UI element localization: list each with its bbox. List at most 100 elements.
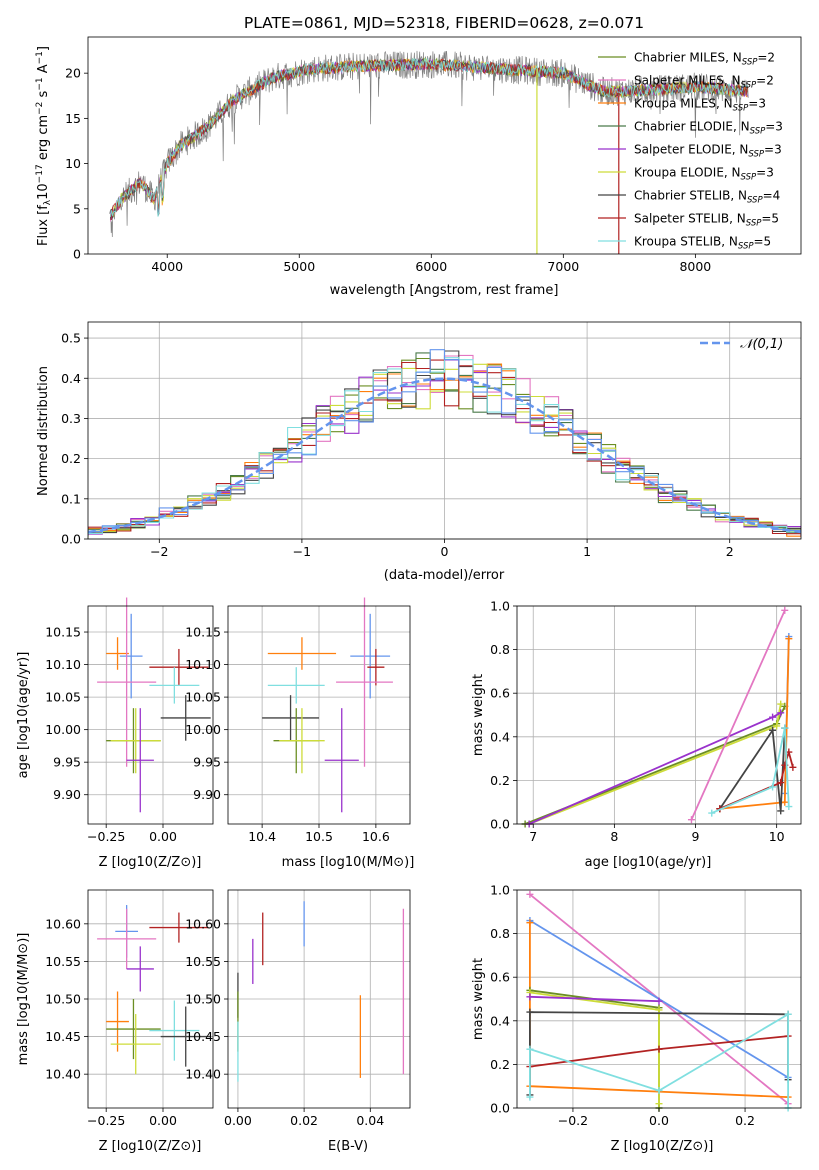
mass-weight-marker — [655, 1087, 663, 1095]
y-tick-label: 10.50 — [185, 992, 221, 1007]
y-tick-label: 20 — [65, 66, 81, 81]
mass-weight-marker — [655, 1006, 663, 1014]
errorbar-point — [97, 597, 157, 767]
mass-weight-marker — [781, 724, 789, 732]
y-tick-label: 5 — [73, 201, 81, 216]
legend-label-text: Chabrier STELIB, N — [634, 189, 747, 203]
x-tick-label: 0.00 — [224, 1113, 252, 1128]
legend-label-text: Kroupa ELODIE, N — [634, 166, 741, 180]
mass-weight-marker — [655, 1045, 663, 1053]
legend-label-sub: SSP — [750, 127, 766, 137]
legend-label-tail: =5 — [754, 235, 772, 249]
errorbar-point — [97, 908, 157, 969]
axes-frame — [87, 889, 214, 1109]
errorbar-point — [126, 708, 154, 813]
x-tick-label: 9 — [692, 829, 700, 844]
axes-frame — [227, 889, 411, 1109]
grid-lines — [228, 890, 410, 1108]
mass-weight-marker — [777, 700, 785, 708]
x-axis-label: Z [log10(Z/Z⊙)] — [99, 855, 202, 870]
mass-weight-marker — [781, 606, 789, 614]
grid-lines — [88, 606, 213, 824]
y-tick-label: 0.1 — [61, 491, 81, 506]
y-tick-label: 9.90 — [193, 787, 221, 802]
x-tick-label: 5000 — [283, 259, 315, 274]
x-axis-label: Z [log10(Z/Z⊙)] — [99, 1139, 202, 1154]
mass-weight-line — [528, 712, 782, 825]
mass-weight-marker — [526, 1093, 534, 1101]
y-tick-label: 0.8 — [490, 926, 510, 941]
y-tick-label: 0.2 — [61, 451, 81, 466]
y-tick-label: 0.3 — [61, 411, 81, 426]
y-tick-label: 10.10 — [45, 657, 81, 672]
legend-label-tail: =3 — [765, 120, 783, 134]
x-tick-label: −2 — [150, 544, 168, 559]
y-tick-label: 0.0 — [490, 1101, 510, 1116]
x-tick-label: 10.6 — [362, 829, 390, 844]
legend-label-text: Chabrier MILES, N — [634, 51, 742, 65]
mass-weight-marker — [769, 783, 777, 791]
y-axis-label: Normed distribution — [36, 366, 51, 496]
y-tick-label: 0.4 — [490, 1013, 510, 1028]
legend-label-text: Salpeter ELODIE, N — [634, 143, 748, 157]
mass-weight-marker — [777, 709, 785, 717]
mass-weight-lines — [526, 890, 792, 1112]
legend-label-sub: SSP — [738, 242, 754, 252]
normal-curve — [88, 377, 801, 534]
y-axis-label: Flux [fλ10−17 erg cm−2 s−1 A−1] — [35, 46, 53, 246]
mass-weight-marker — [526, 1045, 534, 1053]
mass-weight-marker — [708, 809, 716, 817]
legend-label: Kroupa MILES, NSSP=3 — [634, 97, 766, 114]
y-tick-label: 10.55 — [45, 954, 81, 969]
errorbar-point — [160, 695, 211, 741]
mass-weight-marker — [769, 713, 777, 721]
errorbar-point — [262, 695, 319, 741]
y-tick-label: 0.8 — [490, 642, 510, 657]
mass-weight-marker — [526, 919, 534, 927]
y-tick-label: 9.90 — [53, 787, 81, 802]
y-axis-label: age [log10(age/yr)] — [16, 652, 31, 779]
legend-label: Chabrier ELODIE, NSSP=3 — [634, 120, 783, 137]
axes-frame — [87, 605, 214, 825]
x-tick-label: 7 — [529, 829, 537, 844]
y-axis-label: mass weight — [471, 674, 486, 756]
y-tick-label: 10.55 — [185, 954, 221, 969]
mass-weight-marker — [785, 803, 793, 811]
errorbar-point — [106, 991, 129, 1052]
y-tick-label: 0.5 — [61, 331, 81, 346]
histogram-lines — [88, 349, 801, 538]
legend-label: Salpeter STELIB, NSSP=5 — [634, 212, 779, 229]
legend-label: Chabrier STELIB, NSSP=4 — [634, 189, 780, 206]
x-tick-label: 0.2 — [735, 1113, 755, 1128]
y-tick-label: 0.0 — [490, 817, 510, 832]
x-tick-label: 0.00 — [149, 829, 177, 844]
errorbar-points — [97, 597, 211, 813]
y-tick-label: 9.95 — [193, 755, 221, 770]
errorbar-point — [336, 597, 393, 767]
errorbar-point — [149, 912, 209, 943]
y-tick-label: 10.05 — [45, 690, 81, 705]
x-axis-label: age [log10(age/yr)] — [585, 855, 712, 870]
mass-weight-marker — [526, 890, 534, 898]
errorbar-points — [237, 901, 405, 1082]
y-tick-label: 0 — [73, 247, 81, 262]
legend-label-sub: SSP — [741, 173, 757, 183]
legend-label-sub: SSP — [741, 81, 757, 91]
legend-label: 𝒩(0,1) — [740, 337, 783, 352]
errorbar-point — [106, 999, 161, 1060]
legend-label-text: Kroupa STELIB, N — [634, 235, 738, 249]
x-tick-label: 0.02 — [290, 1113, 318, 1128]
y-tick-label: 10.60 — [185, 916, 221, 931]
x-tick-label: −0.25 — [87, 1113, 125, 1128]
legend-label-sub: SSP — [742, 58, 758, 68]
mass-weight-marker — [777, 779, 785, 787]
x-tick-label: 8000 — [679, 259, 711, 274]
y-tick-label: 1.0 — [490, 599, 510, 614]
mass-weight-marker — [769, 726, 777, 734]
x-tick-label: 0.00 — [149, 1113, 177, 1128]
errorbar-point — [119, 613, 143, 699]
legend-label-text: Salpeter MILES, N — [634, 74, 741, 88]
legend-label-text: Salpeter STELIB, N — [634, 212, 746, 226]
x-tick-label: 2 — [726, 544, 734, 559]
